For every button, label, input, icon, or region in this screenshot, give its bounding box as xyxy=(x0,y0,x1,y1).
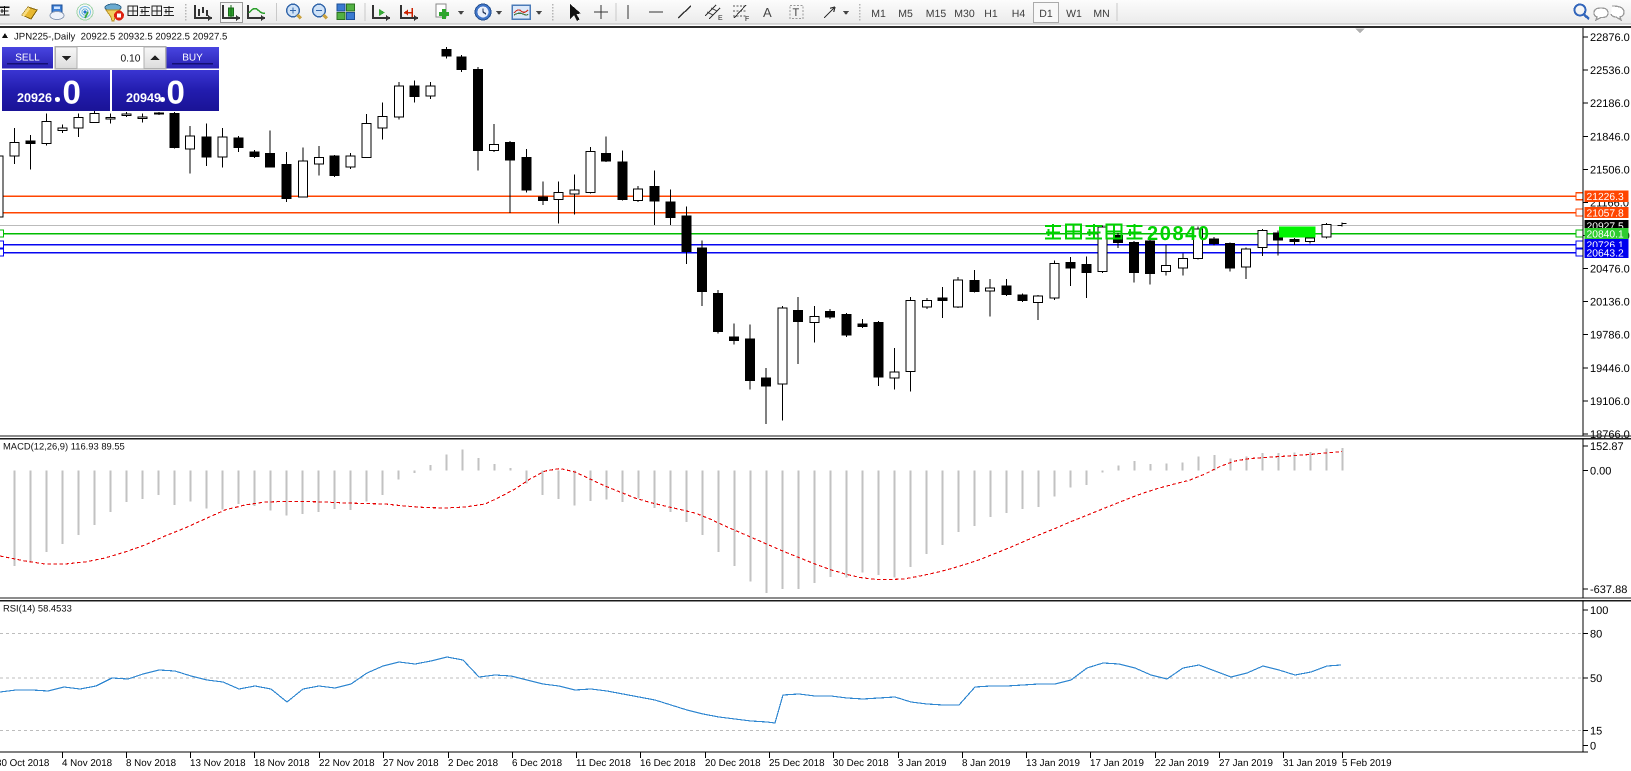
svg-text:21846.0: 21846.0 xyxy=(1590,131,1630,143)
svg-text:20927.5: 20927.5 xyxy=(1587,222,1624,233)
svg-text:0: 0 xyxy=(63,74,81,111)
svg-text:22 Jan 2019: 22 Jan 2019 xyxy=(1155,758,1209,769)
svg-text:21226.3: 21226.3 xyxy=(1587,192,1624,203)
svg-text:19446.0: 19446.0 xyxy=(1590,363,1630,375)
svg-text:22186.0: 22186.0 xyxy=(1590,98,1630,110)
svg-text:80: 80 xyxy=(1590,629,1602,641)
svg-text:21506.0: 21506.0 xyxy=(1590,164,1630,176)
svg-text:SELL: SELL xyxy=(15,53,40,64)
svg-text:19106.0: 19106.0 xyxy=(1590,396,1630,408)
svg-text:H4: H4 xyxy=(1012,8,1026,20)
svg-text:20949: 20949 xyxy=(126,91,161,105)
svg-text:20726.1: 20726.1 xyxy=(1587,241,1624,252)
svg-text:13 Jan 2019: 13 Jan 2019 xyxy=(1026,758,1080,769)
svg-text:30 Oct 2018: 30 Oct 2018 xyxy=(0,758,50,769)
svg-text:5 Feb 2019: 5 Feb 2019 xyxy=(1342,758,1392,769)
svg-text:M15: M15 xyxy=(926,8,947,20)
svg-text:11 Dec 2018: 11 Dec 2018 xyxy=(576,758,631,769)
svg-text:M1: M1 xyxy=(871,8,886,20)
svg-text:4 Nov 2018: 4 Nov 2018 xyxy=(62,758,113,769)
svg-text:25 Dec 2018: 25 Dec 2018 xyxy=(769,758,825,769)
svg-text:0.10: 0.10 xyxy=(120,54,140,65)
svg-text:22876.0: 22876.0 xyxy=(1590,32,1630,44)
svg-text:152.87: 152.87 xyxy=(1590,441,1624,453)
svg-text:20476.0: 20476.0 xyxy=(1590,264,1630,276)
svg-text:19786.0: 19786.0 xyxy=(1590,330,1630,342)
svg-text:20643.2: 20643.2 xyxy=(1587,249,1624,260)
svg-text:M5: M5 xyxy=(898,8,913,20)
svg-text:6 Dec 2018: 6 Dec 2018 xyxy=(512,758,563,769)
svg-text:20840.1: 20840.1 xyxy=(1587,230,1624,241)
svg-text:18 Nov 2018: 18 Nov 2018 xyxy=(254,758,310,769)
svg-text:50: 50 xyxy=(1590,673,1602,685)
svg-text:-637.88: -637.88 xyxy=(1590,584,1627,596)
svg-text:22 Nov 2018: 22 Nov 2018 xyxy=(319,758,375,769)
svg-text:0.00: 0.00 xyxy=(1590,466,1611,478)
svg-text:E: E xyxy=(718,15,723,22)
svg-text:20926: 20926 xyxy=(17,91,52,105)
svg-text:H1: H1 xyxy=(984,8,998,20)
svg-text:MN: MN xyxy=(1093,8,1109,20)
svg-text:27 Nov 2018: 27 Nov 2018 xyxy=(383,758,439,769)
svg-text:3 Jan 2019: 3 Jan 2019 xyxy=(898,758,946,769)
svg-text:2 Dec 2018: 2 Dec 2018 xyxy=(448,758,499,769)
svg-text:A: A xyxy=(763,5,772,20)
svg-text:20 Dec 2018: 20 Dec 2018 xyxy=(705,758,761,769)
svg-text:100: 100 xyxy=(1590,605,1608,617)
svg-text:M30: M30 xyxy=(954,8,975,20)
svg-text:W1: W1 xyxy=(1066,8,1082,20)
svg-text:D1: D1 xyxy=(1039,8,1053,20)
svg-text:17 Jan 2019: 17 Jan 2019 xyxy=(1090,758,1144,769)
svg-text:13 Nov 2018: 13 Nov 2018 xyxy=(190,758,246,769)
svg-text:8 Jan 2019: 8 Jan 2019 xyxy=(962,758,1010,769)
svg-text:MACD(12,26,9) 116.93 89.55: MACD(12,26,9) 116.93 89.55 xyxy=(3,441,125,452)
svg-text:F: F xyxy=(745,16,749,23)
svg-text:20136.0: 20136.0 xyxy=(1590,297,1630,309)
svg-text:20840: 20840 xyxy=(1147,223,1211,245)
svg-text:21057.8: 21057.8 xyxy=(1587,209,1624,220)
svg-text:27 Jan 2019: 27 Jan 2019 xyxy=(1219,758,1273,769)
svg-text:JPN225-,Daily 20922.5 20932.5: JPN225-,Daily 20922.5 20932.5 20922.5 20… xyxy=(14,32,227,43)
svg-text:0: 0 xyxy=(167,74,185,111)
svg-text:BUY: BUY xyxy=(182,53,203,64)
svg-text:18766.0: 18766.0 xyxy=(1590,429,1630,441)
svg-text:T: T xyxy=(793,7,800,19)
svg-text:8 Nov 2018: 8 Nov 2018 xyxy=(126,758,177,769)
svg-text:16 Dec 2018: 16 Dec 2018 xyxy=(640,758,696,769)
svg-text:30 Dec 2018: 30 Dec 2018 xyxy=(833,758,889,769)
svg-text:0: 0 xyxy=(1590,741,1596,753)
svg-text:RSI(14) 58.4533: RSI(14) 58.4533 xyxy=(3,603,72,614)
svg-text:22536.0: 22536.0 xyxy=(1590,65,1630,77)
svg-text:31 Jan 2019: 31 Jan 2019 xyxy=(1283,758,1337,769)
svg-text:15: 15 xyxy=(1590,725,1602,737)
